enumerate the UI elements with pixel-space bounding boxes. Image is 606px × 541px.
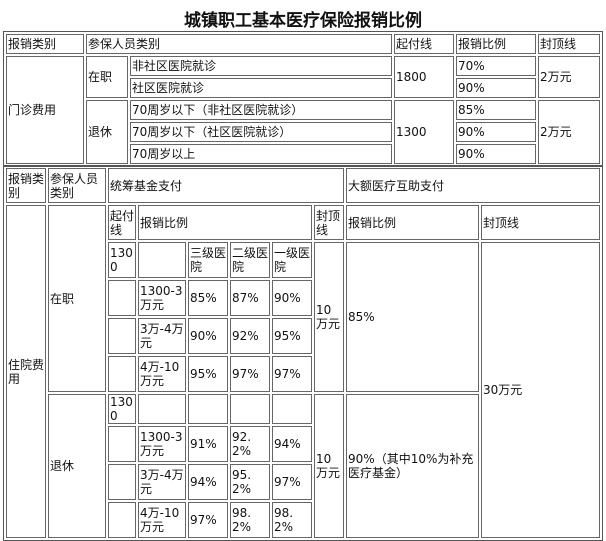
table-row: 社区医院就诊 90% [6, 78, 600, 98]
cap-cell: 10万元 [314, 242, 345, 392]
value-cell: 94% [272, 426, 312, 462]
subheader-row: 住院费用 在职 起付线 报销比例 封顶线 报销比例 封顶线 [6, 205, 600, 538]
empty-cell [230, 394, 270, 424]
ratio-cell: 90% [456, 122, 537, 142]
header-cell: 封顶线 [481, 205, 600, 240]
person-cell: 退休 [86, 100, 128, 164]
empty-cell [108, 280, 136, 316]
empty-cell [108, 356, 136, 392]
value-cell: 97% [272, 356, 312, 392]
header-cell: 参保人员类别 [48, 168, 106, 203]
value-cell: 97% [188, 502, 228, 538]
value-cell: 91% [188, 426, 228, 462]
value-cell: 97% [230, 356, 270, 392]
empty-cell [108, 502, 136, 538]
type-cell: 非社区医院就诊 [130, 56, 393, 76]
value-cell: 85% [188, 280, 228, 316]
value-cell: 90% [188, 318, 228, 354]
level-header: 一级医院 [272, 242, 312, 278]
page-title: 城镇职工基本医疗保险报销比例 [184, 11, 422, 31]
table-header-row: 报销类别 参保人员类别 起付线 报销比例 封顶线 [6, 34, 600, 54]
value-cell: 94% [188, 464, 228, 500]
ratio-cell: 90% [456, 144, 537, 164]
type-cell: 社区医院就诊 [130, 78, 393, 98]
person-cell: 在职 [86, 56, 128, 98]
table-row: 4万-10万元 95% 97% 97% [6, 356, 600, 392]
value-cell: 90% [272, 280, 312, 316]
range-cell: 1300-3万元 [138, 426, 186, 462]
header-cell: 报销类别 [6, 34, 84, 54]
cap-cell: 10万元 [314, 394, 345, 538]
value-cell: 95% [272, 318, 312, 354]
deductible-cell: 1300 [108, 394, 136, 424]
empty-cell [138, 242, 186, 278]
empty-cell [138, 394, 186, 424]
range-cell: 1300-3万元 [138, 280, 186, 316]
header-cell: 大额医疗互助支付 [346, 168, 600, 203]
table-row: 70周岁以下（社区医院就诊） 90% [6, 122, 600, 142]
header-cell: 报销比例 [456, 34, 537, 54]
empty-cell [108, 426, 136, 462]
value-cell: 97% [272, 464, 312, 500]
empty-cell [272, 394, 312, 424]
range-cell: 3万-4万元 [138, 318, 186, 354]
table-row: 退休 1300 10万元 90%（其中10%为补充医疗基金） [6, 394, 600, 538]
ratio-cell: 85% [456, 100, 537, 120]
table-header-row: 报销类别 参保人员类别 统筹基金支付 大额医疗互助支付 [6, 168, 600, 203]
table-row: 3万-4万元 94% 95.2% 97% [6, 464, 600, 500]
outpatient-table: 报销类别 参保人员类别 起付线 报销比例 封顶线 门诊费用 在职 非社区医院就诊… [3, 31, 603, 167]
ratio-cell: 70% [456, 56, 537, 76]
empty-cell [108, 464, 136, 500]
empty-cell [188, 394, 228, 424]
person-cell: 在职 [48, 205, 106, 392]
value-cell: 98.2% [230, 502, 270, 538]
table-row: 1300-3万元 85% 87% 90% [6, 280, 600, 316]
table-row: 4万-10万元 97% 98.2% 98.2% [6, 502, 600, 538]
header-cell: 统筹基金支付 [108, 168, 345, 203]
range-cell: 4万-10万元 [138, 356, 186, 392]
header-cell: 封顶线 [314, 205, 345, 240]
value-cell: 98.2% [272, 502, 312, 538]
header-cell: 参保人员类别 [86, 34, 393, 54]
value-cell: 87% [230, 280, 270, 316]
header-cell: 报销比例 [138, 205, 312, 240]
table-row: 1300 三级医院 二级医院 一级医院 10万元 85% 30万元 [6, 242, 600, 538]
table-row: 3万-4万元 90% 92% 95% [6, 318, 600, 354]
header-cell: 报销类别 [6, 168, 46, 203]
table-row: 门诊费用 在职 非社区医院就诊 1800 70% 2万元 [6, 56, 600, 164]
level-header: 三级医院 [188, 242, 228, 278]
header-cell: 起付线 [108, 205, 136, 240]
cap-cell: 2万元 [538, 100, 600, 164]
level-header: 二级医院 [230, 242, 270, 278]
type-cell: 70周岁以上 [130, 144, 393, 164]
deductible-cell: 1300 [394, 100, 455, 164]
inpatient-table: 报销类别 参保人员类别 统筹基金支付 大额医疗互助支付 住院费用 在职 起付线 … [3, 165, 603, 541]
cap-cell: 2万元 [538, 56, 600, 98]
category-cell: 住院费用 [6, 205, 46, 538]
header-cell: 报销比例 [346, 205, 480, 240]
major-ratio-cell: 85% [346, 242, 480, 392]
table-row: 退休 70周岁以下（非社区医院就诊） 1300 85% 2万元 [6, 100, 600, 164]
deductible-cell: 1300 [108, 242, 136, 278]
range-cell: 4万-10万元 [138, 502, 186, 538]
type-cell: 70周岁以下（社区医院就诊） [130, 122, 393, 142]
type-cell: 70周岁以下（非社区医院就诊） [130, 100, 393, 120]
ratio-cell: 90% [456, 78, 537, 98]
value-cell: 95% [188, 356, 228, 392]
major-ratio-cell: 90%（其中10%为补充医疗基金） [346, 394, 480, 538]
header-cell: 封顶线 [538, 34, 600, 54]
range-cell: 3万-4万元 [138, 464, 186, 500]
table-row: 70周岁以上 90% [6, 144, 600, 164]
value-cell: 92% [230, 318, 270, 354]
person-cell: 退休 [48, 394, 106, 538]
header-cell: 起付线 [394, 34, 455, 54]
deductible-cell: 1800 [394, 56, 455, 98]
value-cell: 95.2% [230, 464, 270, 500]
category-cell: 门诊费用 [6, 56, 84, 164]
table-row: 1300-3万元 91% 92.2% 94% [6, 426, 600, 462]
empty-cell [108, 318, 136, 354]
major-cap-cell: 30万元 [481, 242, 600, 538]
value-cell: 92.2% [230, 426, 270, 462]
